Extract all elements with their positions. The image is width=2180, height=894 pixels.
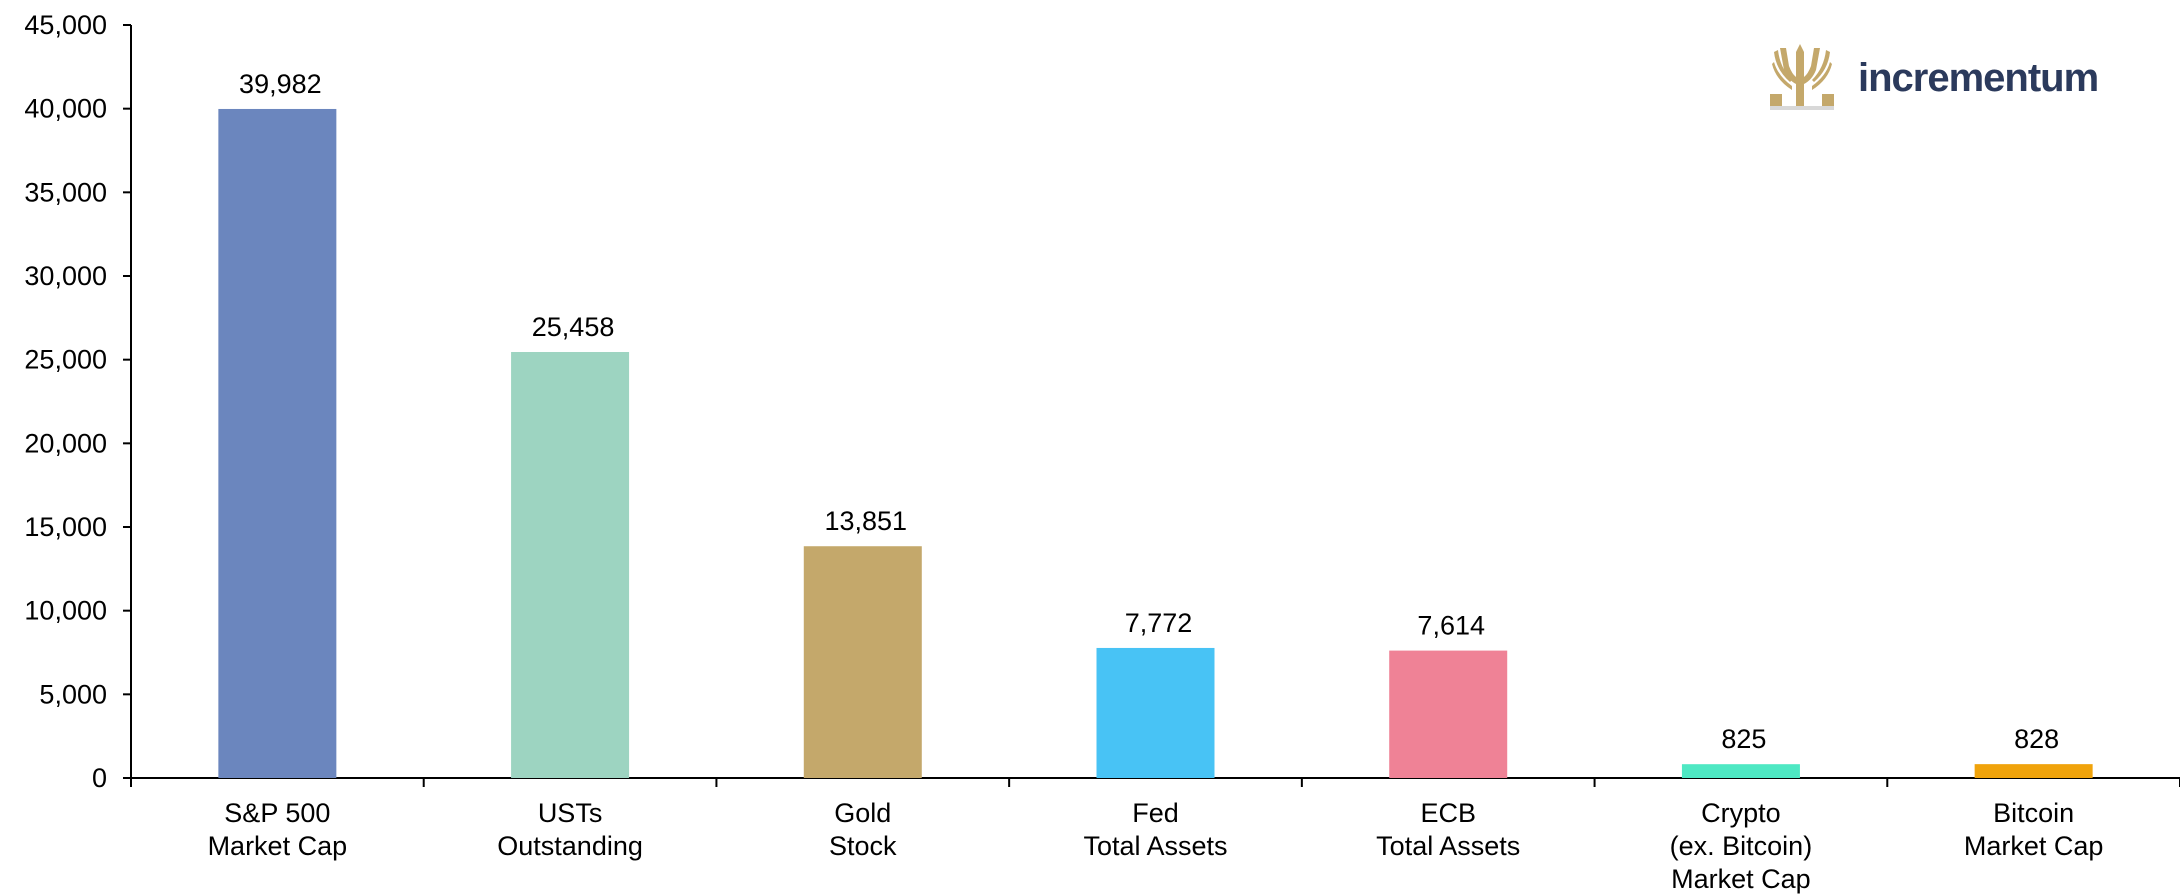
data-label: 7,614 [1417,611,1485,641]
bar [1681,764,1800,778]
incrementum-logo: incrementum [1770,44,2099,110]
data-label: 828 [2014,724,2059,754]
y-tick-label: 5,000 [39,679,107,709]
tree-icon [1770,44,1834,110]
bar [1974,764,2093,778]
y-tick-label: 0 [92,763,107,793]
category-label-line: Total Assets [1376,831,1520,861]
bar [803,546,922,778]
bar [218,108,337,778]
category-label-line: Market Cap [1671,864,1811,894]
category-label: Crypto(ex. Bitcoin)Market Cap [1670,798,1813,894]
bars [218,108,2093,778]
category-label-line: S&P 500 [224,798,330,828]
data-label: 7,772 [1125,608,1193,638]
category-label-line: Crypto [1701,798,1781,828]
x-axis [130,777,2180,787]
category-label-line: Market Cap [208,831,348,861]
category-label-line: Stock [829,831,897,861]
y-tick-label: 30,000 [24,261,107,291]
y-tick-label: 20,000 [24,428,107,458]
data-label: 13,851 [824,506,907,536]
data-label: 39,982 [239,69,322,99]
y-tick-label: 35,000 [24,177,107,207]
bar [511,352,630,778]
data-label: 25,458 [532,312,615,342]
y-tick-label: 15,000 [24,512,107,542]
bar [1389,650,1508,778]
category-label-line: Bitcoin [1993,798,2074,828]
y-tick-label: 10,000 [24,596,107,626]
y-tick-label: 45,000 [24,10,107,40]
data-label: 825 [1721,724,1766,754]
category-label-line: (ex. Bitcoin) [1670,831,1813,861]
y-tick-label: 25,000 [24,345,107,375]
logo-text: incrementum [1858,56,2098,100]
data-labels: 39,982 25,458 13,851 7,772 7,614 825 828 [239,69,2059,754]
category-label-line: Gold [834,798,891,828]
bar [1096,647,1215,778]
y-axis: 0 5,000 10,000 15,000 20,000 25,000 30,000 35,0… [24,10,132,793]
category-label-line: Total Assets [1083,831,1227,861]
category-label-line: Market Cap [1964,831,2104,861]
category-label-line: ECB [1420,798,1476,828]
y-tick-label: 40,000 [24,94,107,124]
category-label-line: USTs [538,798,603,828]
category-label-line: Outstanding [497,831,643,861]
category-label-line: Fed [1132,798,1179,828]
